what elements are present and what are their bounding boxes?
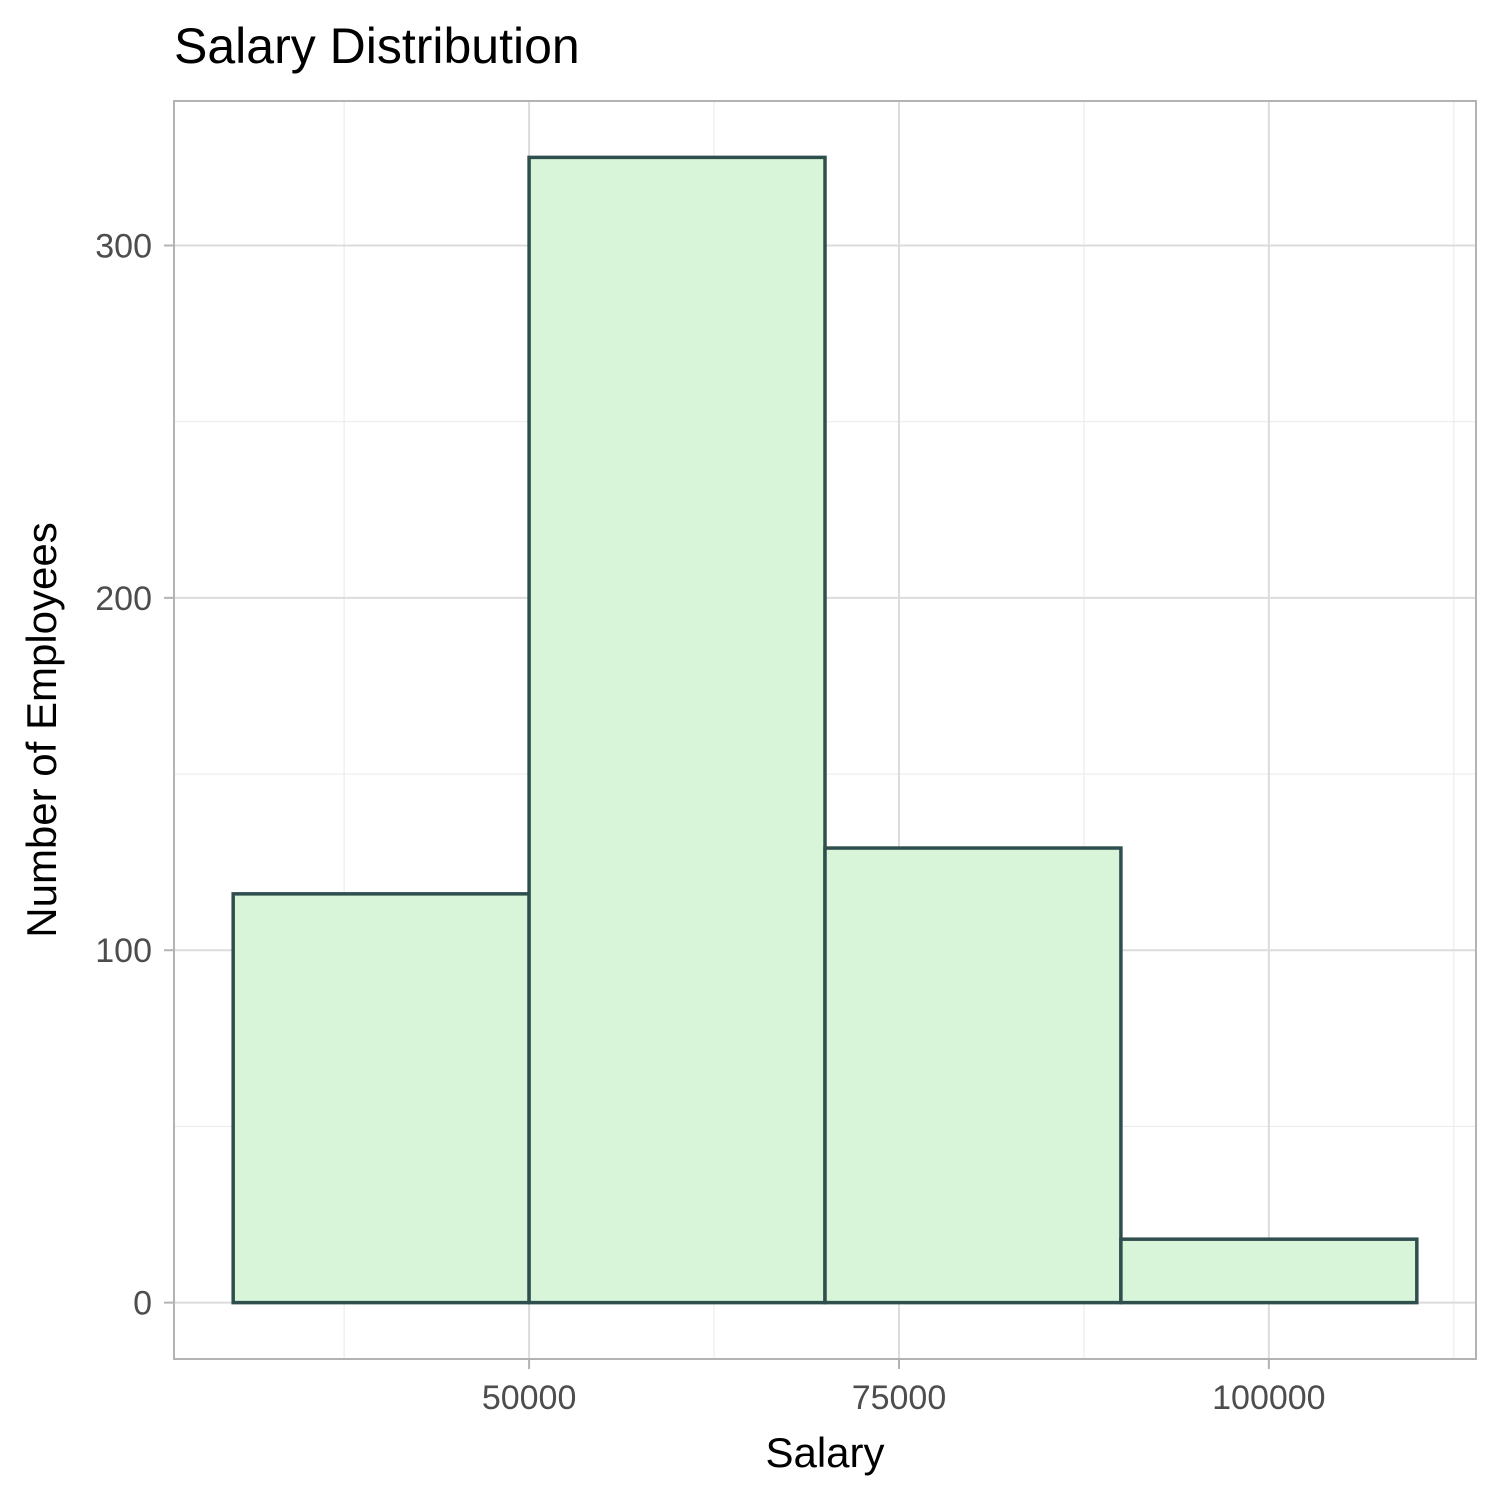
histogram-bar-3 — [823, 846, 1123, 1305]
y-tick-label: 300 — [95, 227, 152, 265]
histogram-bar-4 — [1119, 1237, 1419, 1305]
x-tick-label: 75000 — [852, 1379, 947, 1417]
y-tick-label: 0 — [133, 1285, 152, 1323]
axis-ticks: 50000 75000 100000 0 100 200 300 — [95, 227, 1325, 1417]
chart-title: Salary Distribution — [174, 18, 580, 74]
y-tick-label: 100 — [95, 932, 152, 970]
histogram-bar-2 — [527, 155, 827, 1305]
x-axis-title: Salary — [765, 1429, 884, 1476]
x-tick-label: 50000 — [482, 1379, 577, 1417]
x-tick-label: 100000 — [1212, 1379, 1325, 1417]
plot-panel-border — [173, 100, 1477, 1360]
histogram-bars — [231, 155, 1419, 1305]
y-axis-title: Number of Employees — [18, 522, 65, 938]
y-tick-label: 200 — [95, 580, 152, 618]
histogram-bar-1 — [231, 892, 531, 1305]
